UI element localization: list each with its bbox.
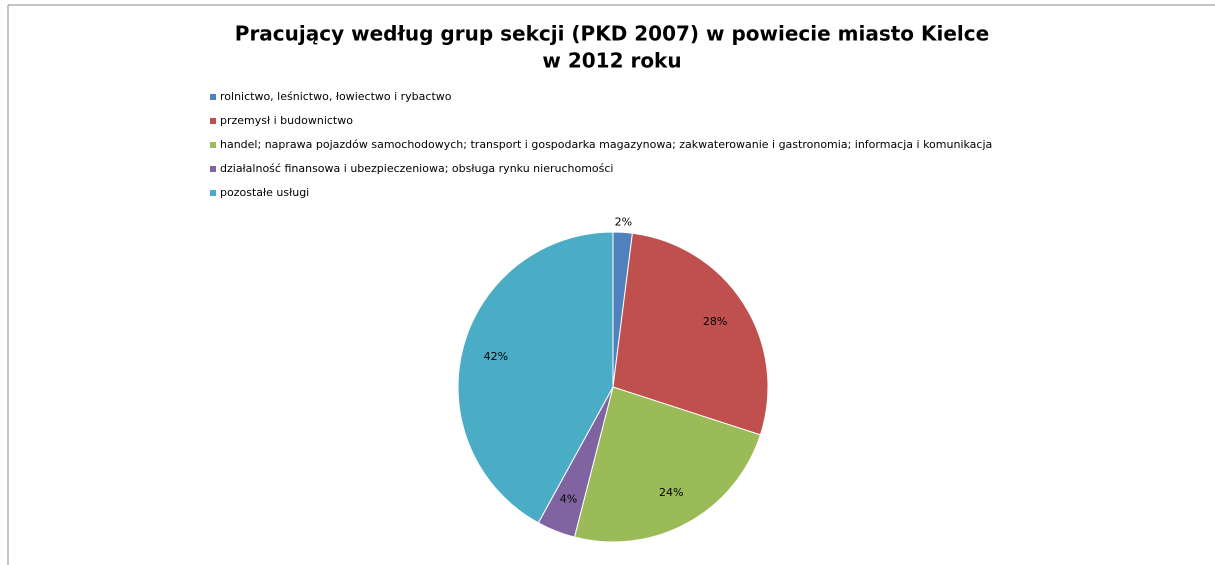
legend-label: rolnictwo, leśnictwo, łowiectwo i rybact… xyxy=(220,90,452,103)
pie-slice xyxy=(457,231,614,524)
legend-swatch xyxy=(210,94,216,100)
legend-swatch xyxy=(210,118,216,124)
data-label: 28% xyxy=(703,315,727,328)
data-label: 2% xyxy=(615,215,632,228)
legend-label: przemysł i budownictwo xyxy=(220,114,353,127)
legend-swatch xyxy=(210,166,216,172)
pie-slice xyxy=(573,386,762,543)
legend-swatch xyxy=(210,142,216,148)
legend-swatch xyxy=(210,190,216,196)
legend-label: działalność finansowa i ubezpieczeniowa;… xyxy=(220,162,614,175)
data-label: 4% xyxy=(560,492,577,505)
chart-title: w 2012 roku xyxy=(542,49,681,73)
legend-label: pozostałe usługi xyxy=(220,186,309,199)
data-label: 24% xyxy=(659,486,683,499)
data-label: 42% xyxy=(484,350,508,363)
legend-label: handel; naprawa pojazdów samochodowych; … xyxy=(220,138,992,151)
chart-title: Pracujący według grup sekcji (PKD 2007) … xyxy=(235,22,989,46)
pie-slice xyxy=(612,232,769,436)
